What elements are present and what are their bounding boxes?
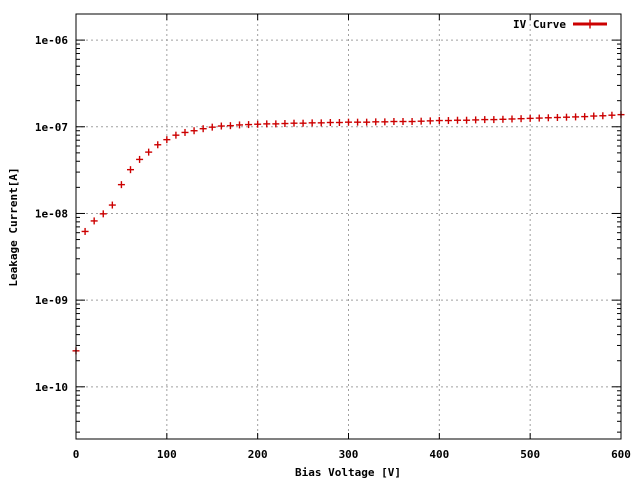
- data-point: [154, 141, 162, 149]
- y-tick-label: 1e-09: [35, 294, 68, 307]
- data-point: [245, 121, 253, 129]
- data-point: [608, 111, 616, 119]
- x-tick-label: 0: [73, 448, 80, 461]
- data-point: [290, 119, 298, 127]
- legend: IV Curve: [513, 18, 607, 31]
- data-point: [108, 201, 116, 209]
- data-point: [463, 116, 471, 124]
- tick-labels: 0 100 200 300 400 500 600 1e-10 1e-09 1e-08 1e-07 1…: [35, 34, 631, 461]
- data-point: [408, 118, 416, 126]
- data-point: [81, 227, 89, 235]
- data-point: [308, 119, 316, 127]
- x-tick-label: 600: [611, 448, 631, 461]
- x-tick-label: 400: [429, 448, 449, 461]
- data-point: [281, 120, 289, 128]
- data-point: [526, 114, 534, 122]
- data-point: [317, 119, 325, 127]
- data-point: [272, 120, 280, 128]
- x-axis-label: Bias Voltage [V]: [295, 466, 401, 479]
- data-point: [236, 121, 243, 129]
- data-point: [363, 118, 371, 126]
- data-point: [444, 117, 452, 125]
- data-point: [181, 128, 189, 136]
- data-point: [435, 117, 443, 125]
- x-tick-label: 100: [157, 448, 177, 461]
- legend-label-iv-curve: IV Curve: [513, 18, 566, 31]
- data-point: [599, 112, 607, 120]
- data-point: [544, 114, 552, 122]
- data-point: [226, 122, 234, 130]
- x-tick-label: 300: [339, 448, 359, 461]
- data-point: [145, 148, 153, 156]
- data-point: [581, 113, 589, 121]
- data-point: [572, 113, 580, 121]
- y-tick-label: 1e-08: [35, 207, 68, 220]
- data-point: [417, 117, 425, 125]
- data-point: [563, 113, 570, 121]
- data-point: [535, 114, 543, 122]
- data-point: [499, 115, 507, 123]
- y-axis-label: Leakage Current[A]: [7, 167, 20, 286]
- data-point: [381, 118, 389, 126]
- y-tick-label: 1e-10: [35, 381, 68, 394]
- data-point: [390, 118, 398, 126]
- data-point: [454, 116, 461, 124]
- plot-frame: [75, 13, 622, 440]
- data-point: [90, 217, 98, 225]
- data-point: [426, 117, 434, 125]
- data-point: [481, 116, 489, 124]
- y-tick-label: 1e-06: [35, 34, 68, 47]
- data-point: [99, 210, 107, 218]
- data-point: [345, 118, 352, 126]
- data-point: [326, 119, 334, 127]
- data-point: [199, 125, 207, 133]
- data-point: [354, 118, 362, 126]
- data-point: [490, 116, 498, 124]
- data-point: [553, 113, 561, 121]
- data-point: [299, 119, 307, 127]
- data-point: [127, 166, 134, 174]
- data-point: [372, 118, 380, 126]
- data-point: [190, 127, 198, 135]
- data-point: [263, 120, 271, 128]
- legend-sample-iv-curve: [573, 19, 607, 29]
- data-point: [136, 155, 144, 163]
- data-point: [508, 115, 516, 123]
- y-tick-label: 1e-07: [35, 121, 68, 134]
- data-point: [163, 136, 171, 144]
- grid: [76, 14, 621, 439]
- data-point: [590, 112, 598, 120]
- data-point: [399, 118, 407, 126]
- data-point: [517, 115, 525, 123]
- data-point: [254, 120, 262, 128]
- data-point: [208, 123, 216, 131]
- data-point: [172, 131, 180, 139]
- data-point: [217, 122, 225, 130]
- x-tick-label: 200: [248, 448, 268, 461]
- x-tick-label: 500: [520, 448, 540, 461]
- data-point: [117, 181, 125, 189]
- data-point: [335, 119, 343, 127]
- data-point: [472, 116, 480, 124]
